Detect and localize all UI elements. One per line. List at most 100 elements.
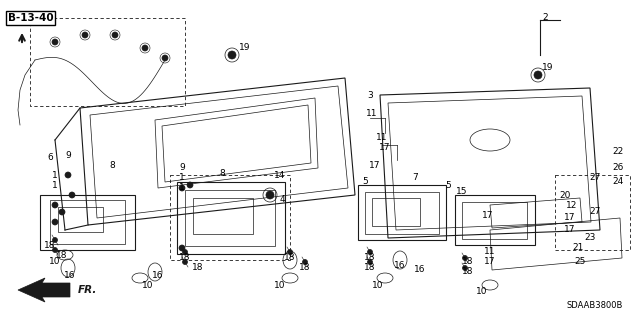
Text: 2: 2 bbox=[542, 13, 548, 23]
Text: 17: 17 bbox=[380, 144, 391, 152]
Text: 18: 18 bbox=[179, 254, 191, 263]
Text: 4: 4 bbox=[279, 196, 285, 204]
Text: 11: 11 bbox=[376, 133, 388, 143]
Text: 17: 17 bbox=[484, 257, 496, 266]
Bar bbox=[30, 18, 185, 106]
Text: 5: 5 bbox=[445, 181, 451, 189]
Ellipse shape bbox=[228, 51, 236, 59]
Text: 18: 18 bbox=[44, 241, 56, 249]
Polygon shape bbox=[18, 278, 70, 302]
Text: 25: 25 bbox=[574, 257, 586, 266]
Text: 26: 26 bbox=[612, 162, 624, 172]
Text: 16: 16 bbox=[64, 271, 76, 279]
Ellipse shape bbox=[162, 55, 168, 61]
Text: 5: 5 bbox=[362, 177, 368, 187]
Text: 9: 9 bbox=[179, 164, 185, 173]
Text: 23: 23 bbox=[584, 234, 596, 242]
Bar bbox=[365, 192, 439, 234]
Text: 11: 11 bbox=[366, 108, 378, 117]
Ellipse shape bbox=[182, 259, 188, 264]
Ellipse shape bbox=[367, 249, 372, 255]
Ellipse shape bbox=[142, 45, 148, 51]
Ellipse shape bbox=[187, 182, 193, 188]
Text: 8: 8 bbox=[109, 160, 115, 169]
Ellipse shape bbox=[65, 172, 71, 178]
Ellipse shape bbox=[182, 249, 188, 255]
Bar bbox=[177, 182, 285, 254]
Text: 18: 18 bbox=[364, 263, 376, 272]
Text: B-13-40: B-13-40 bbox=[8, 13, 54, 23]
Text: 21: 21 bbox=[572, 243, 584, 253]
Text: 6: 6 bbox=[47, 153, 53, 162]
Text: 20: 20 bbox=[559, 190, 571, 199]
Ellipse shape bbox=[266, 191, 274, 199]
Ellipse shape bbox=[112, 32, 118, 38]
Text: 9: 9 bbox=[65, 151, 71, 160]
Text: 12: 12 bbox=[566, 201, 578, 210]
Text: 16: 16 bbox=[152, 271, 164, 279]
Text: 16: 16 bbox=[394, 261, 406, 270]
Ellipse shape bbox=[534, 71, 542, 79]
Ellipse shape bbox=[52, 39, 58, 45]
Text: 27: 27 bbox=[589, 207, 601, 217]
Bar bbox=[455, 195, 535, 245]
Bar bbox=[358, 185, 446, 240]
Text: 3: 3 bbox=[367, 91, 373, 100]
Bar bbox=[185, 190, 275, 246]
Text: 14: 14 bbox=[275, 170, 285, 180]
Text: 19: 19 bbox=[542, 63, 554, 72]
Text: 19: 19 bbox=[239, 43, 251, 53]
Text: 22: 22 bbox=[612, 147, 623, 157]
Ellipse shape bbox=[52, 202, 58, 208]
Ellipse shape bbox=[52, 238, 58, 242]
Ellipse shape bbox=[52, 219, 58, 225]
Bar bbox=[50, 200, 125, 244]
Bar bbox=[462, 202, 527, 239]
Text: 18: 18 bbox=[364, 254, 376, 263]
Text: 24: 24 bbox=[612, 177, 623, 187]
Text: 1: 1 bbox=[52, 181, 58, 189]
Ellipse shape bbox=[59, 209, 65, 215]
Text: 1: 1 bbox=[179, 174, 185, 182]
Text: 18: 18 bbox=[462, 268, 474, 277]
Ellipse shape bbox=[463, 265, 467, 271]
Text: 10: 10 bbox=[372, 280, 384, 290]
Text: 17: 17 bbox=[483, 211, 493, 219]
Text: 18: 18 bbox=[462, 257, 474, 266]
Ellipse shape bbox=[179, 245, 185, 251]
Text: 18: 18 bbox=[56, 250, 68, 259]
Bar bbox=[372, 198, 420, 226]
Text: SDAAB3800B: SDAAB3800B bbox=[567, 300, 623, 309]
Text: 27: 27 bbox=[589, 174, 601, 182]
Text: 18: 18 bbox=[300, 263, 311, 272]
Bar bbox=[58, 207, 103, 232]
Ellipse shape bbox=[367, 259, 372, 264]
Text: 1: 1 bbox=[179, 183, 185, 192]
Ellipse shape bbox=[287, 249, 292, 255]
Text: 10: 10 bbox=[476, 287, 488, 296]
Text: 10: 10 bbox=[275, 280, 285, 290]
Text: 11: 11 bbox=[484, 248, 496, 256]
Text: 17: 17 bbox=[369, 160, 381, 169]
Ellipse shape bbox=[463, 256, 467, 261]
Bar bbox=[193, 198, 253, 234]
Text: 18: 18 bbox=[284, 254, 296, 263]
Text: 7: 7 bbox=[412, 174, 418, 182]
Text: 8: 8 bbox=[219, 168, 225, 177]
Bar bbox=[555, 175, 630, 250]
Ellipse shape bbox=[52, 248, 58, 253]
Ellipse shape bbox=[69, 192, 75, 198]
Text: 10: 10 bbox=[49, 257, 61, 266]
Text: 10: 10 bbox=[142, 280, 154, 290]
Text: FR.: FR. bbox=[78, 285, 97, 295]
Ellipse shape bbox=[303, 259, 307, 264]
Text: 16: 16 bbox=[414, 265, 426, 275]
Text: 17: 17 bbox=[564, 213, 576, 222]
Text: 18: 18 bbox=[192, 263, 204, 272]
Ellipse shape bbox=[179, 185, 185, 191]
Ellipse shape bbox=[82, 32, 88, 38]
Bar bbox=[170, 175, 290, 260]
Text: 17: 17 bbox=[564, 226, 576, 234]
Text: 15: 15 bbox=[456, 188, 468, 197]
Text: 1: 1 bbox=[52, 170, 58, 180]
